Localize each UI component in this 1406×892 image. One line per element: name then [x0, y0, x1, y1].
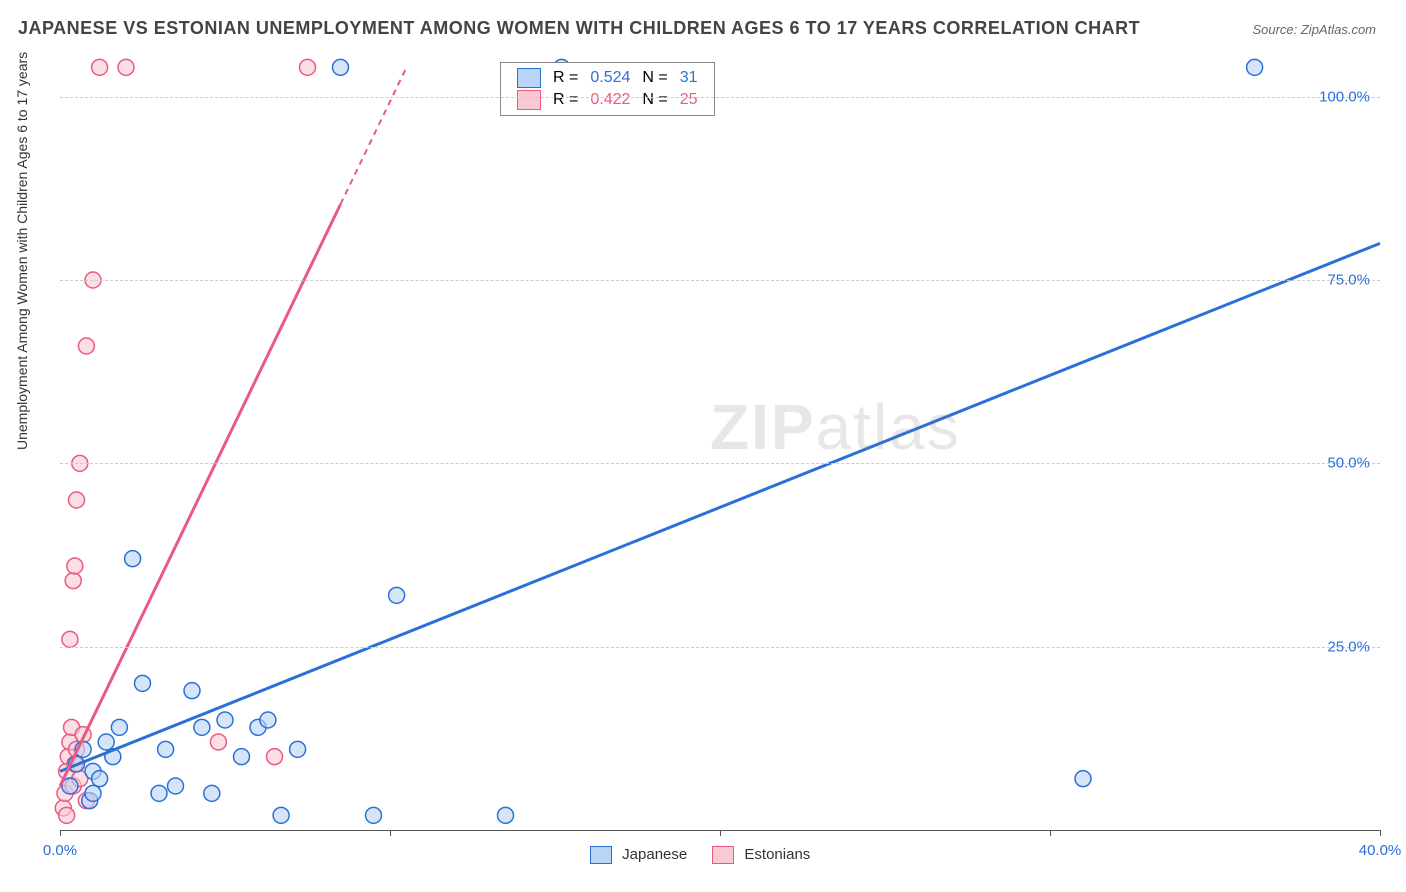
data-point [260, 712, 276, 728]
data-point [217, 712, 233, 728]
data-point [85, 785, 101, 801]
data-point [204, 785, 220, 801]
data-point [389, 587, 405, 603]
n-value-japanese: 31 [674, 67, 704, 89]
x-tick [390, 830, 391, 836]
gridline [60, 97, 1380, 98]
trend-line [60, 243, 1380, 771]
data-point [78, 338, 94, 354]
x-tick-label: 0.0% [43, 842, 77, 859]
chart-svg [60, 60, 1380, 830]
data-point [62, 631, 78, 647]
data-point [498, 807, 514, 823]
source-attribution: Source: ZipAtlas.com [1252, 22, 1376, 37]
swatch-estonian [712, 846, 734, 864]
data-point [69, 492, 85, 508]
gridline [60, 647, 1380, 648]
data-point [92, 771, 108, 787]
chart-title: JAPANESE VS ESTONIAN UNEMPLOYMENT AMONG … [18, 18, 1140, 39]
n-label: N = [636, 67, 673, 89]
legend-row-japanese: R = 0.524 N = 31 [511, 67, 704, 89]
trend-line [341, 67, 407, 204]
y-tick-label: 75.0% [1327, 272, 1370, 289]
data-point [210, 734, 226, 750]
n-label: N = [636, 89, 673, 111]
y-tick-label: 25.0% [1327, 638, 1370, 655]
r-value-estonian: 0.422 [584, 89, 636, 111]
plot-area: ZIPatlas R = 0.524 N = 31 R = 0.422 N = … [60, 60, 1380, 831]
y-tick-label: 50.0% [1327, 455, 1370, 472]
data-point [65, 573, 81, 589]
data-point [135, 675, 151, 691]
swatch-estonian [517, 90, 541, 110]
data-point [1075, 771, 1091, 787]
data-point [151, 785, 167, 801]
data-point [273, 807, 289, 823]
data-point [59, 807, 75, 823]
swatch-japanese [517, 68, 541, 88]
data-point [67, 558, 83, 574]
x-tick-label: 40.0% [1359, 842, 1402, 859]
x-tick [1380, 830, 1381, 836]
y-axis-label: Unemployment Among Women with Children A… [14, 52, 30, 450]
gridline [60, 280, 1380, 281]
x-tick [1050, 830, 1051, 836]
data-point [290, 741, 306, 757]
data-point [158, 741, 174, 757]
series-legend: Japanese Estonians [590, 846, 810, 864]
data-point [194, 719, 210, 735]
data-point [118, 59, 134, 75]
data-point [300, 59, 316, 75]
n-value-estonian: 25 [674, 89, 704, 111]
data-point [1247, 59, 1263, 75]
r-label: R = [547, 67, 584, 89]
legend-label-japanese: Japanese [622, 846, 687, 863]
x-tick [720, 830, 721, 836]
legend-label-estonian: Estonians [744, 846, 810, 863]
gridline [60, 463, 1380, 464]
y-tick-label: 100.0% [1319, 88, 1370, 105]
r-value-japanese: 0.524 [584, 67, 636, 89]
data-point [111, 719, 127, 735]
r-label: R = [547, 89, 584, 111]
legend-row-estonian: R = 0.422 N = 25 [511, 89, 704, 111]
correlation-legend: R = 0.524 N = 31 R = 0.422 N = 25 [500, 62, 715, 116]
data-point [184, 683, 200, 699]
swatch-japanese [590, 846, 612, 864]
data-point [168, 778, 184, 794]
data-point [234, 749, 250, 765]
trend-line [60, 204, 341, 786]
x-tick [60, 830, 61, 836]
data-point [267, 749, 283, 765]
data-point [333, 59, 349, 75]
data-point [125, 551, 141, 567]
data-point [92, 59, 108, 75]
data-point [98, 734, 114, 750]
data-point [366, 807, 382, 823]
